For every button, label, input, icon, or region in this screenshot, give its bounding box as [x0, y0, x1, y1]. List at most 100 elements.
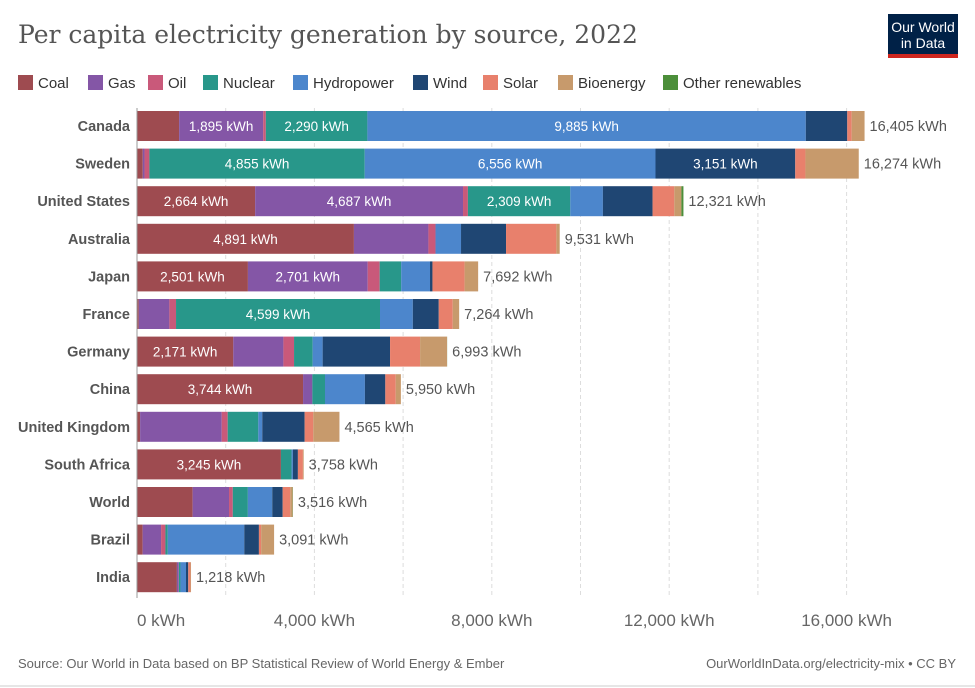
bar-segment-solar[interactable]: [390, 336, 421, 367]
bar-segment-oil[interactable]: [221, 411, 228, 442]
bar-segment-coal[interactable]: [137, 524, 143, 555]
bar-segment-bioenergy[interactable]: [420, 336, 448, 367]
bar-segment-hydropower[interactable]: [324, 374, 365, 405]
bar-segment-oil[interactable]: [428, 223, 436, 254]
bar-segment-hydropower[interactable]: [247, 487, 273, 517]
bar-segment-coal[interactable]: [137, 487, 193, 517]
legend-label[interactable]: Hydropower: [313, 75, 394, 92]
bar-segment-wind[interactable]: [805, 111, 848, 141]
bar-segment-bioenergy[interactable]: [261, 524, 275, 555]
bar-segment-coal[interactable]: [137, 336, 234, 367]
bar-segment-coal[interactable]: [137, 299, 139, 329]
bar-segment-solar[interactable]: [385, 374, 396, 405]
bar-segment-bioenergy[interactable]: [395, 374, 401, 405]
bar-segment-oil[interactable]: [463, 186, 468, 217]
legend-label[interactable]: Oil: [168, 75, 186, 92]
bar-segment-coal[interactable]: [137, 411, 141, 442]
bar-segment-nuclear[interactable]: [312, 374, 325, 405]
source-link[interactable]: OurWorldInData.org/electricity-mix • CC …: [706, 656, 956, 671]
bar-segment-solar[interactable]: [304, 411, 314, 442]
bar-segment-wind[interactable]: [430, 261, 433, 292]
bar-segment-bioenergy[interactable]: [290, 487, 293, 517]
bar-segment-hydropower[interactable]: [435, 223, 462, 254]
bar-segment-nuclear[interactable]: [227, 411, 259, 442]
bar-segment-coal[interactable]: [137, 111, 180, 141]
bar-segment-gas[interactable]: [303, 374, 313, 405]
bar-segment-hydropower[interactable]: [379, 299, 413, 329]
bar-segment-gas[interactable]: [142, 148, 145, 179]
bar-segment-coal[interactable]: [137, 261, 248, 292]
bar-segment-bioenergy[interactable]: [313, 411, 340, 442]
bar-segment-gas[interactable]: [176, 562, 179, 593]
bar-segment-solar[interactable]: [282, 487, 291, 517]
bar-segment-coal[interactable]: [137, 223, 354, 254]
bar-segment-solar[interactable]: [297, 449, 303, 480]
bar-segment-wind[interactable]: [262, 411, 305, 442]
bar-segment-hydropower[interactable]: [312, 336, 323, 367]
bar-segment-bioenergy[interactable]: [556, 223, 560, 254]
legend-swatch-oil[interactable]: [148, 75, 163, 90]
bar-segment-solar[interactable]: [506, 223, 557, 254]
bar-segment-coal[interactable]: [137, 449, 281, 480]
bar-segment-hydropower[interactable]: [258, 411, 263, 442]
bar-segment-solar[interactable]: [795, 148, 806, 179]
bar-segment-gas[interactable]: [138, 299, 170, 329]
bar-segment-solar[interactable]: [258, 524, 262, 555]
bar-segment-wind[interactable]: [186, 562, 189, 593]
bar-segment-oil[interactable]: [367, 261, 380, 292]
bar-segment-bioenergy[interactable]: [674, 186, 682, 217]
bar-segment-bioenergy[interactable]: [190, 562, 192, 593]
bar-segment-bioenergy[interactable]: [452, 299, 460, 329]
bar-segment-solar[interactable]: [438, 299, 453, 329]
bar-segment-hydropower[interactable]: [364, 148, 656, 179]
bar-segment-gas[interactable]: [179, 111, 264, 141]
bar-segment-wind[interactable]: [364, 374, 386, 405]
bar-segment-solar[interactable]: [652, 186, 675, 217]
bar-segment-solar[interactable]: [432, 261, 465, 292]
bar-segment-bioenergy[interactable]: [851, 111, 865, 141]
bar-segment-nuclear[interactable]: [165, 524, 168, 555]
legend-label[interactable]: Other renewables: [683, 75, 801, 92]
bar-segment-oil[interactable]: [169, 299, 177, 329]
legend-label[interactable]: Coal: [38, 75, 69, 92]
bar-segment-wind[interactable]: [292, 449, 298, 480]
bar-segment-gas[interactable]: [353, 223, 429, 254]
bar-segment-wind[interactable]: [322, 336, 391, 367]
bar-segment-hydropower[interactable]: [401, 261, 431, 292]
bar-segment-gas[interactable]: [233, 336, 284, 367]
bar-segment-hydropower[interactable]: [167, 524, 245, 555]
bar-segment-oil[interactable]: [161, 524, 166, 555]
bar-segment-hydropower[interactable]: [570, 186, 603, 217]
bar-segment-gas[interactable]: [247, 261, 368, 292]
legend-swatch-coal[interactable]: [18, 75, 33, 90]
bar-segment-gas[interactable]: [140, 411, 222, 442]
bar-segment-nuclear[interactable]: [379, 261, 402, 292]
bar-segment-wind[interactable]: [272, 487, 283, 517]
legend-label[interactable]: Solar: [503, 75, 538, 92]
legend-swatch-bioenergy[interactable]: [558, 75, 573, 90]
bar-segment-wind[interactable]: [244, 524, 259, 555]
legend-swatch-gas[interactable]: [88, 75, 103, 90]
legend-label[interactable]: Bioenergy: [578, 75, 646, 92]
bar-segment-wind[interactable]: [461, 223, 507, 254]
bar-segment-nuclear[interactable]: [178, 562, 181, 593]
bar-segment-wind[interactable]: [602, 186, 653, 217]
bar-segment-wind[interactable]: [655, 148, 796, 179]
bar-segment-nuclear[interactable]: [232, 487, 248, 517]
bar-segment-gas[interactable]: [255, 186, 464, 217]
bar-segment-coal[interactable]: [137, 148, 143, 179]
bar-segment-nuclear[interactable]: [280, 449, 292, 480]
bar-segment-coal[interactable]: [137, 186, 256, 217]
bar-segment-wind[interactable]: [412, 299, 439, 329]
legend-swatch-hydropower[interactable]: [293, 75, 308, 90]
bar-segment-gas[interactable]: [192, 487, 230, 517]
legend-swatch-wind[interactable]: [413, 75, 428, 90]
bar-segment-coal[interactable]: [137, 374, 304, 405]
bar-segment-oil[interactable]: [229, 487, 233, 517]
legend-swatch-other-renewables[interactable]: [663, 75, 678, 90]
bar-segment-nuclear[interactable]: [149, 148, 365, 179]
bar-segment-gas[interactable]: [142, 524, 162, 555]
bar-segment-oil[interactable]: [263, 111, 266, 141]
bar-segment-bioenergy[interactable]: [302, 449, 304, 480]
bar-segment-nuclear[interactable]: [467, 186, 571, 217]
